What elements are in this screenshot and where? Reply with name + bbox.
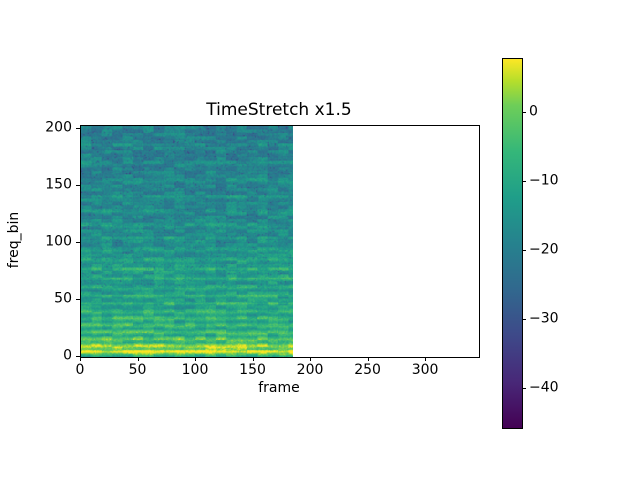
x-tick-label: 0	[75, 362, 85, 378]
x-tick-mark	[310, 357, 312, 361]
y-tick-mark	[76, 128, 80, 130]
colorbar-tick-mark	[522, 180, 526, 182]
y-axis-label: freq_bin	[6, 211, 22, 269]
y-tick-label: 50	[54, 290, 72, 307]
x-tick-mark	[367, 357, 369, 361]
x-tick-mark	[80, 357, 81, 361]
x-tick-mark	[137, 357, 139, 361]
colorbar-tick-label: −20	[529, 241, 559, 258]
y-tick-label: 150	[45, 176, 72, 193]
x-axis-label: frame	[258, 380, 300, 396]
colorbar-tick-mark	[522, 249, 526, 251]
x-tick-label: 200	[296, 362, 324, 378]
y-tick-label: 0	[63, 347, 72, 364]
colorbar-tick-label: −30	[529, 310, 559, 327]
y-tick-mark	[76, 242, 80, 244]
colorbar-tick-mark	[522, 387, 526, 389]
plot-area	[80, 125, 480, 358]
x-tick-label: 150	[239, 362, 266, 378]
y-tick-mark	[76, 185, 80, 187]
x-tick-label: 100	[181, 362, 209, 378]
colorbar-tick-mark	[522, 111, 526, 113]
colorbar	[502, 58, 523, 429]
colorbar-tick-label: −10	[529, 172, 559, 189]
x-tick-label: 50	[128, 362, 147, 378]
y-tick-label: 200	[45, 119, 72, 136]
colorbar-tick-mark	[522, 318, 526, 320]
x-tick-label: 250	[354, 362, 381, 378]
y-tick-label: 100	[45, 233, 72, 250]
chart-title: TimeStretch x1.5	[206, 100, 352, 120]
colorbar-tick-label: 0	[529, 103, 538, 120]
x-tick-mark	[195, 357, 197, 361]
x-tick-mark	[252, 357, 254, 361]
spectrogram-heatmap	[81, 126, 293, 357]
y-tick-mark	[76, 356, 80, 357]
x-tick-label: 300	[411, 362, 439, 378]
colorbar-tick-label: −40	[529, 379, 559, 396]
x-tick-mark	[425, 357, 427, 361]
y-tick-mark	[76, 299, 80, 301]
